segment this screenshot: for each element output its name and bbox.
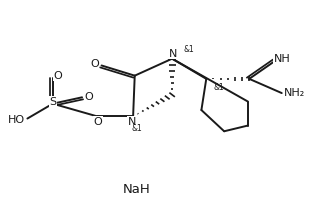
Text: &1: &1 bbox=[132, 124, 142, 133]
Text: HO: HO bbox=[8, 115, 25, 125]
Text: O: O bbox=[53, 71, 62, 81]
Text: NH₂: NH₂ bbox=[284, 88, 305, 98]
Text: &1: &1 bbox=[183, 45, 194, 54]
Text: O: O bbox=[90, 59, 99, 69]
Text: NH: NH bbox=[274, 54, 291, 64]
Text: O: O bbox=[85, 92, 93, 102]
Text: S: S bbox=[49, 97, 56, 107]
Text: NaH: NaH bbox=[122, 183, 150, 196]
Text: O: O bbox=[93, 117, 102, 127]
Text: N: N bbox=[128, 117, 136, 127]
Text: N: N bbox=[169, 49, 177, 59]
Text: &1: &1 bbox=[213, 83, 224, 92]
